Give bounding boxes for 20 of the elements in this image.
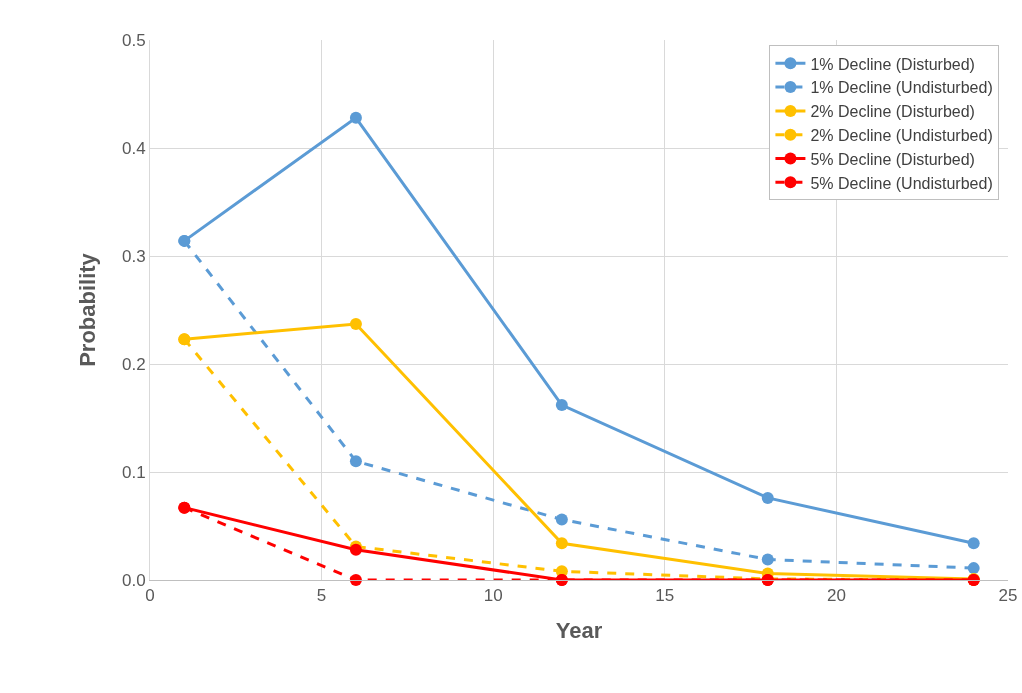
y-axis-title: Probability	[74, 252, 100, 367]
y-tick-label: 0.0	[121, 570, 146, 590]
legend-label: 5% Decline (Disturbed)	[810, 150, 975, 168]
x-tick-label: 0	[145, 586, 155, 606]
x-tick-label: 20	[826, 586, 846, 606]
x-tick-label: 10	[483, 586, 503, 606]
x-tick-label: 15	[655, 586, 675, 606]
legend-label: 2% Decline (Disturbed)	[810, 103, 975, 121]
y-tick-label: 0.4	[121, 138, 146, 158]
y-tick-label: 0.1	[121, 462, 146, 482]
x-tick-label: 5	[316, 586, 327, 606]
legend-label: 1% Decline (Disturbed)	[810, 55, 975, 73]
x-tick-label: 25	[998, 586, 1018, 606]
y-tick-label: 0.3	[121, 246, 146, 266]
x-axis-title: Year	[555, 618, 603, 644]
y-tick-label: 0.2	[121, 354, 146, 374]
legend-label: 5% Decline (Undisturbed)	[810, 174, 993, 192]
legend-label: 2% Decline (Undisturbed)	[810, 126, 993, 144]
y-tick-label: 0.5	[121, 30, 146, 50]
legend-label: 1% Decline (Undisturbed)	[810, 79, 993, 97]
